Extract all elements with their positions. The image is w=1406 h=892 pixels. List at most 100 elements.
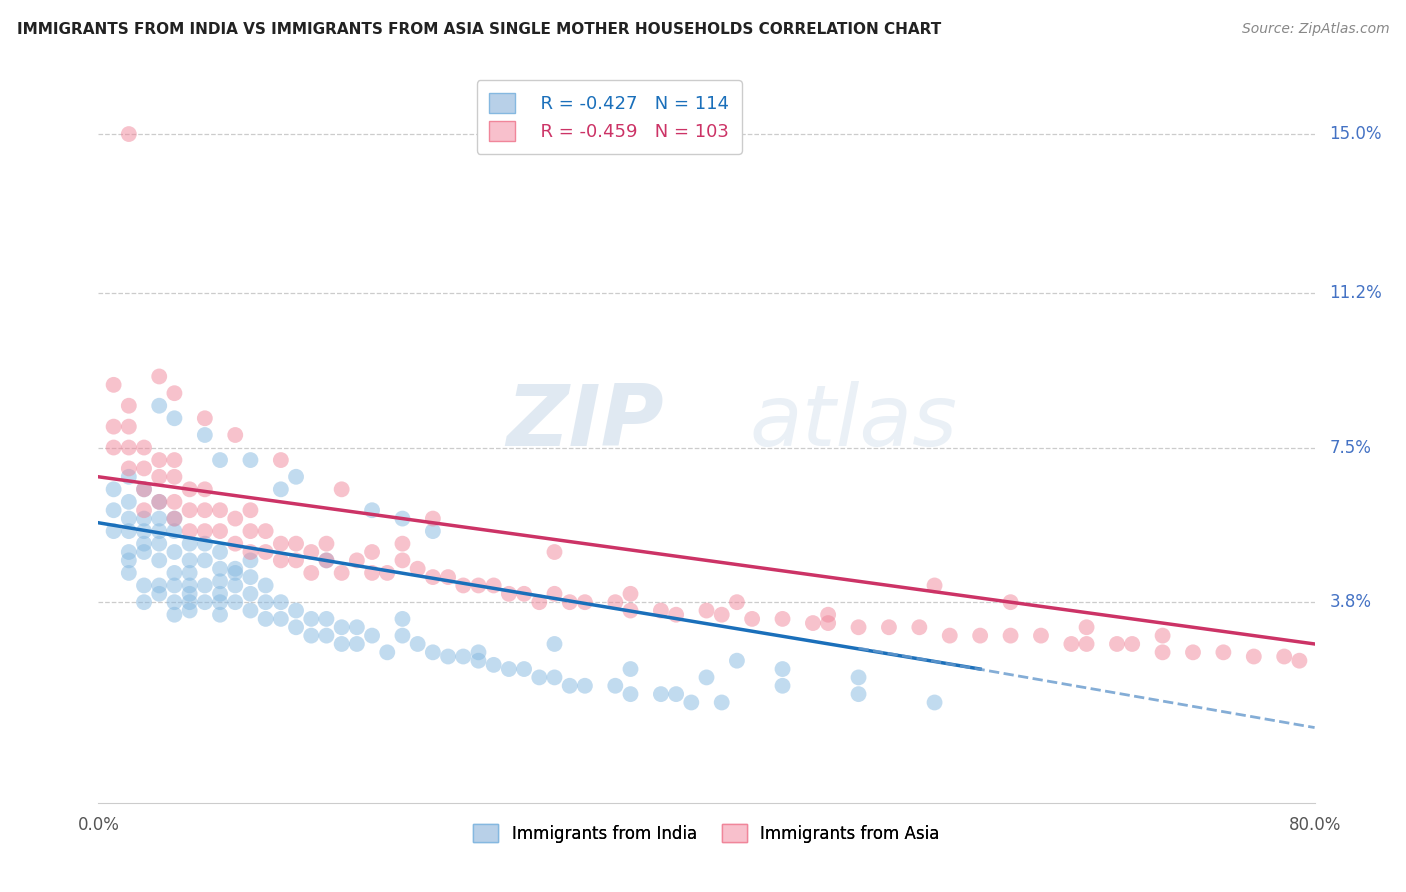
Point bbox=[482, 578, 505, 592]
Point bbox=[346, 553, 368, 567]
Point bbox=[315, 612, 337, 626]
Point bbox=[194, 595, 217, 609]
Point bbox=[467, 654, 489, 668]
Point bbox=[103, 483, 125, 497]
Point bbox=[330, 566, 353, 580]
Point bbox=[163, 566, 186, 580]
Point bbox=[270, 612, 292, 626]
Point bbox=[725, 654, 748, 668]
Point bbox=[375, 566, 398, 580]
Point bbox=[346, 620, 368, 634]
Point bbox=[148, 453, 170, 467]
Point bbox=[179, 566, 201, 580]
Point bbox=[179, 553, 201, 567]
Point bbox=[179, 524, 201, 538]
Point bbox=[315, 553, 337, 567]
Point bbox=[254, 595, 277, 609]
Point bbox=[605, 679, 627, 693]
Point bbox=[665, 687, 688, 701]
Point bbox=[422, 511, 444, 525]
Point bbox=[285, 620, 308, 634]
Point bbox=[179, 503, 201, 517]
Point bbox=[696, 670, 718, 684]
Point bbox=[209, 545, 232, 559]
Point bbox=[543, 637, 565, 651]
Text: Source: ZipAtlas.com: Source: ZipAtlas.com bbox=[1241, 22, 1389, 37]
Point bbox=[118, 127, 141, 141]
Point bbox=[406, 637, 429, 651]
Point bbox=[148, 536, 170, 550]
Point bbox=[148, 587, 170, 601]
Point bbox=[209, 595, 232, 609]
Point bbox=[239, 503, 262, 517]
Point bbox=[148, 399, 170, 413]
Point bbox=[299, 566, 322, 580]
Point bbox=[132, 503, 155, 517]
Point bbox=[224, 536, 246, 550]
Point bbox=[498, 587, 520, 601]
Point bbox=[118, 461, 141, 475]
Point bbox=[437, 649, 460, 664]
Point bbox=[148, 511, 170, 525]
Point bbox=[163, 511, 186, 525]
Point bbox=[209, 524, 232, 538]
Point bbox=[148, 553, 170, 567]
Point bbox=[741, 612, 763, 626]
Point bbox=[1076, 637, 1098, 651]
Point bbox=[270, 483, 292, 497]
Point bbox=[513, 662, 536, 676]
Point bbox=[391, 553, 413, 567]
Point bbox=[422, 645, 444, 659]
Point bbox=[163, 578, 186, 592]
Point bbox=[437, 570, 460, 584]
Point bbox=[132, 578, 155, 592]
Point bbox=[908, 620, 931, 634]
Point bbox=[118, 553, 141, 567]
Point bbox=[239, 603, 262, 617]
Point bbox=[391, 612, 413, 626]
Point bbox=[285, 536, 308, 550]
Point bbox=[1152, 645, 1174, 659]
Point bbox=[224, 511, 246, 525]
Point bbox=[118, 511, 141, 525]
Point bbox=[453, 649, 475, 664]
Point bbox=[209, 503, 232, 517]
Point bbox=[1182, 645, 1205, 659]
Point bbox=[163, 595, 186, 609]
Point bbox=[148, 369, 170, 384]
Point bbox=[103, 377, 125, 392]
Point bbox=[665, 607, 688, 622]
Text: 15.0%: 15.0% bbox=[1329, 125, 1382, 143]
Point bbox=[179, 587, 201, 601]
Point bbox=[163, 511, 186, 525]
Point bbox=[194, 553, 217, 567]
Point bbox=[132, 545, 155, 559]
Point bbox=[543, 545, 565, 559]
Point bbox=[772, 679, 794, 693]
Point bbox=[330, 620, 353, 634]
Point bbox=[299, 612, 322, 626]
Point bbox=[391, 629, 413, 643]
Point bbox=[270, 553, 292, 567]
Point bbox=[209, 453, 232, 467]
Point bbox=[330, 637, 353, 651]
Point bbox=[299, 629, 322, 643]
Point bbox=[270, 453, 292, 467]
Point bbox=[848, 620, 870, 634]
Point bbox=[103, 441, 125, 455]
Point bbox=[163, 524, 186, 538]
Point bbox=[163, 607, 186, 622]
Point bbox=[239, 553, 262, 567]
Point bbox=[1288, 654, 1310, 668]
Point bbox=[132, 524, 155, 538]
Point bbox=[118, 470, 141, 484]
Point bbox=[391, 511, 413, 525]
Text: ZIP: ZIP bbox=[506, 381, 664, 464]
Point bbox=[817, 616, 839, 631]
Point bbox=[467, 578, 489, 592]
Point bbox=[194, 428, 217, 442]
Point bbox=[422, 570, 444, 584]
Point bbox=[558, 679, 581, 693]
Point bbox=[848, 687, 870, 701]
Point bbox=[285, 470, 308, 484]
